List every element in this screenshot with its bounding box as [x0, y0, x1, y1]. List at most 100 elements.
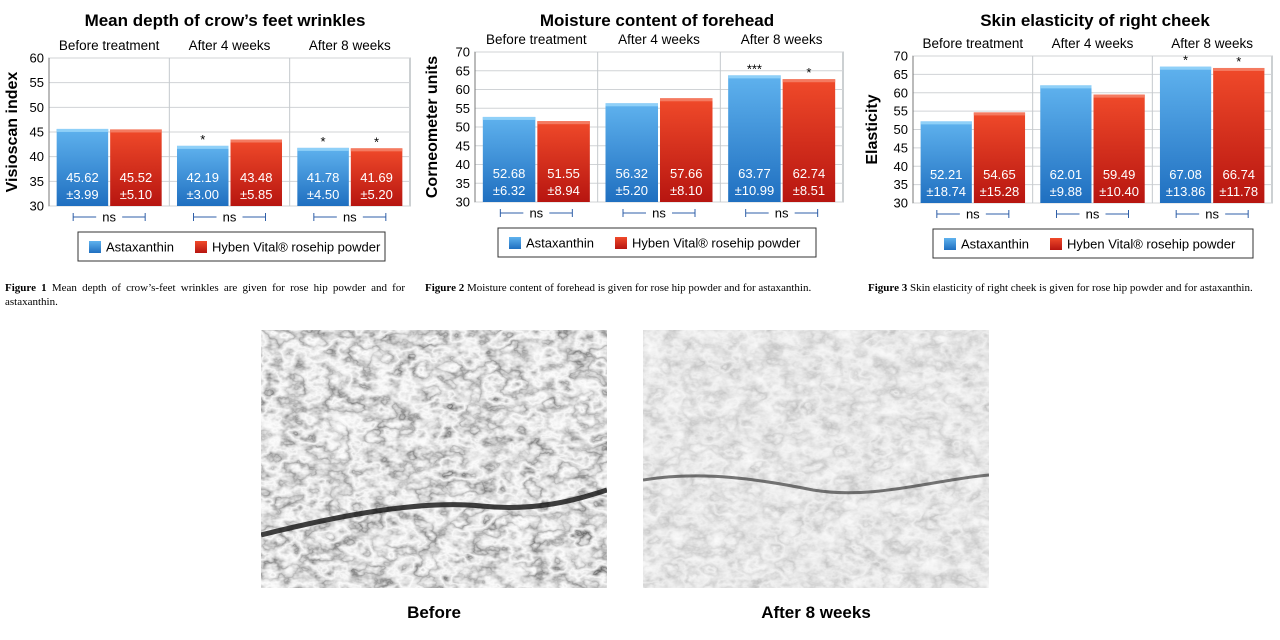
legend-label-astaxanthin: Astaxanthin — [526, 236, 594, 251]
bar-highlight — [1093, 94, 1145, 98]
bar-value-label: 52.68 — [493, 166, 526, 181]
figure-2-number: Figure 2 — [425, 282, 465, 294]
bar-value-label: 57.66 — [670, 166, 703, 181]
legend-label-rosehip: Hyben Vital® rosehip powder — [632, 236, 801, 251]
y-tick-label: 65 — [894, 67, 908, 82]
chart-elasticity-svg: Skin elasticity of right cheek Elasticity… — [864, 11, 1273, 259]
bar-rosehip — [110, 129, 162, 206]
figure-1-caption: Figure 1 Mean depth of crow’s-feet wrink… — [5, 281, 405, 309]
bar-error-label: ±8.10 — [670, 183, 702, 198]
bar-highlight — [1213, 67, 1265, 71]
legend-box — [77, 231, 386, 262]
bar-error-label: ±3.99 — [66, 187, 98, 202]
bar-value-label: 42.19 — [186, 170, 219, 185]
y-tick-label: 45 — [456, 138, 470, 153]
figure-3-text: Skin elasticity of right cheek is given … — [909, 282, 1253, 294]
legend-swatch-astaxanthin — [944, 238, 956, 250]
figure-1-text: Mean depth of crow’s-feet wrinkles are g… — [5, 282, 405, 308]
y-tick-label: 45 — [30, 125, 44, 140]
bar-highlight — [56, 128, 109, 132]
figure-3-number: Figure 3 — [868, 282, 908, 294]
significance-star: * — [374, 134, 379, 149]
y-tick-label: 55 — [894, 104, 908, 119]
bar-error-label: ±18.74 — [926, 184, 966, 199]
chart-wrinkles: Mean depth of crow’s feet wrinkles Visios… — [0, 0, 420, 320]
y-tick-label: 35 — [30, 174, 44, 189]
y-tick-label: 30 — [894, 196, 908, 211]
bar-value-label: 43.48 — [240, 170, 273, 185]
bar-error-label: ±4.50 — [307, 187, 339, 202]
bar-highlight — [605, 103, 658, 107]
significance-star: * — [200, 132, 205, 147]
category-label: After 8 weeks — [309, 38, 391, 53]
bar-rosehip — [350, 148, 403, 206]
bar-value-label: 54.65 — [983, 167, 1016, 182]
bar-value-label: 62.74 — [793, 166, 826, 181]
bar-rosehip — [1213, 67, 1265, 203]
legend-label-astaxanthin: Astaxanthin — [106, 240, 174, 255]
y-tick-label: 40 — [894, 159, 908, 174]
significance-star: * — [806, 65, 811, 80]
category-label: Before treatment — [923, 36, 1024, 51]
bar-astaxanthin — [1159, 66, 1212, 203]
significance-star: * — [1236, 54, 1241, 69]
bar-astaxanthin — [728, 75, 781, 202]
bar-highlight — [482, 116, 536, 120]
legend-swatch-astaxanthin — [89, 241, 101, 253]
bar-highlight — [176, 145, 229, 149]
ns-label: ns — [223, 210, 237, 225]
y-tick-label: 40 — [456, 157, 470, 172]
bar-highlight — [297, 147, 349, 151]
legend-swatch-astaxanthin — [509, 237, 521, 249]
legend-label-rosehip: Hyben Vital® rosehip powder — [212, 240, 381, 255]
bar-value-label: 45.62 — [66, 170, 99, 185]
bar-value-label: 63.77 — [738, 166, 771, 181]
significance-star: * — [1183, 53, 1188, 68]
bar-error-label: ±9.88 — [1050, 184, 1082, 199]
bar-astaxanthin — [297, 147, 349, 206]
bar-highlight — [782, 79, 836, 83]
y-tick-label: 50 — [30, 100, 44, 115]
legend-box — [932, 228, 1254, 259]
bar-error-label: ±5.10 — [120, 187, 152, 202]
category-label: After 4 weeks — [189, 38, 271, 53]
y-tick-label: 60 — [30, 51, 44, 66]
legend-swatch-rosehip — [1050, 238, 1062, 250]
y-tick-label: 50 — [894, 122, 908, 137]
photo-label-before: Before — [407, 603, 461, 622]
legend-swatch-rosehip — [615, 237, 627, 249]
y-tick-label: 40 — [30, 149, 44, 164]
significance-star: *** — [747, 61, 762, 76]
bar-astaxanthin — [605, 103, 658, 202]
bar-error-label: ±11.78 — [1219, 184, 1258, 199]
bar-rosehip — [782, 79, 836, 202]
bar-value-label: 41.78 — [307, 170, 340, 185]
bar-rosehip — [660, 98, 713, 202]
bar-astaxanthin — [56, 128, 109, 206]
y-tick-label: 60 — [894, 85, 908, 100]
legend-swatch-rosehip — [195, 241, 207, 253]
skin-texture-after-image — [643, 330, 989, 588]
category-label: After 4 weeks — [618, 32, 700, 47]
bar-error-label: ±10.99 — [735, 183, 775, 198]
bar-rosehip — [1093, 94, 1145, 203]
figure-2-caption: Figure 2 Moisture content of forehead is… — [425, 281, 838, 295]
ns-label: ns — [102, 210, 116, 225]
bar-error-label: ±5.20 — [616, 183, 648, 198]
bar-highlight — [537, 121, 590, 125]
bar-value-label: 45.52 — [120, 170, 153, 185]
bar-highlight — [920, 121, 972, 125]
bar-highlight — [110, 129, 162, 133]
photo-label-after: After 8 weeks — [761, 603, 871, 622]
y-axis-label: Corneometer units — [424, 56, 441, 198]
chart-title: Moisture content of forehead — [540, 11, 774, 30]
bar-error-label: ±5.85 — [240, 187, 272, 202]
bar-value-label: 52.21 — [930, 167, 963, 182]
bar-highlight — [1159, 66, 1212, 70]
bar-value-label: 67.08 — [1169, 167, 1202, 182]
bar-highlight — [230, 139, 283, 143]
bar-error-label: ±6.32 — [493, 183, 525, 198]
bar-error-label: ±8.94 — [547, 183, 579, 198]
bar-error-label: ±13.86 — [1166, 184, 1206, 199]
y-tick-label: 70 — [894, 49, 908, 64]
